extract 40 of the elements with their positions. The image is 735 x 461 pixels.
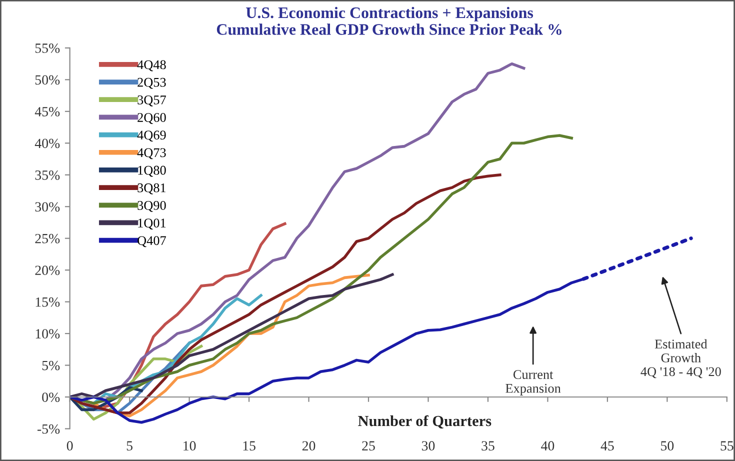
y-tick-label: 5% bbox=[42, 360, 60, 370]
x-tick-label: 5 bbox=[126, 441, 132, 451]
y-tick-label: 35% bbox=[35, 170, 60, 180]
x-axis-title: Number of Quarters bbox=[358, 415, 492, 428]
legend-label: 1Q80 bbox=[138, 166, 166, 177]
y-tick-label: 45% bbox=[34, 106, 60, 116]
y-tick-label: 30% bbox=[35, 202, 60, 212]
y-tick-label: 10% bbox=[36, 329, 60, 339]
x-tick-label: 20 bbox=[302, 441, 316, 451]
x-tick-label: 35 bbox=[482, 441, 494, 451]
x-tick-label: 15 bbox=[243, 441, 256, 451]
x-tick-label: 45 bbox=[600, 441, 614, 451]
y-tick-label: 50% bbox=[35, 75, 60, 85]
x-tick-label: 40 bbox=[541, 441, 554, 451]
legend-label: Q407 bbox=[138, 236, 166, 248]
legend-label: 3Q57 bbox=[138, 95, 166, 106]
x-tick-label: 55 bbox=[720, 441, 734, 451]
legend-label: 4Q48 bbox=[137, 60, 166, 72]
y-tick-label: 40% bbox=[34, 138, 60, 148]
annotation: Estimated Growth 4Q '18 - 4Q '20 bbox=[640, 339, 721, 378]
y-tick-label: 25% bbox=[35, 234, 60, 244]
legend-label: 4Q73 bbox=[137, 148, 166, 160]
y-tick-label: 55% bbox=[35, 44, 60, 53]
x-tick-label: 0 bbox=[66, 441, 73, 451]
legend-label: 1Q01 bbox=[138, 218, 166, 230]
x-tick-label: 10 bbox=[184, 441, 196, 451]
legend-label: 2Q60 bbox=[138, 113, 166, 124]
legend-label: 3Q90 bbox=[138, 200, 166, 212]
x-tick-label: 50 bbox=[661, 441, 674, 451]
annotation: Current Expansion bbox=[506, 370, 561, 396]
y-tick-label: 0% bbox=[42, 392, 60, 402]
y-tick-label: 15% bbox=[36, 297, 60, 307]
y-tick-label: -5% bbox=[37, 424, 60, 434]
x-tick-label: 25 bbox=[362, 441, 375, 451]
legend-label: 2Q53 bbox=[138, 78, 166, 89]
legend-label: 3Q81 bbox=[138, 183, 166, 194]
legend-label: 4Q69 bbox=[137, 130, 166, 142]
x-tick-label: 30 bbox=[422, 441, 435, 451]
y-tick-label: 20% bbox=[35, 266, 60, 276]
chart-title: U.S. Economic Contractions + Expansions Cumulative Real GDP Growth Since Prior Peak % bbox=[216, 6, 562, 35]
